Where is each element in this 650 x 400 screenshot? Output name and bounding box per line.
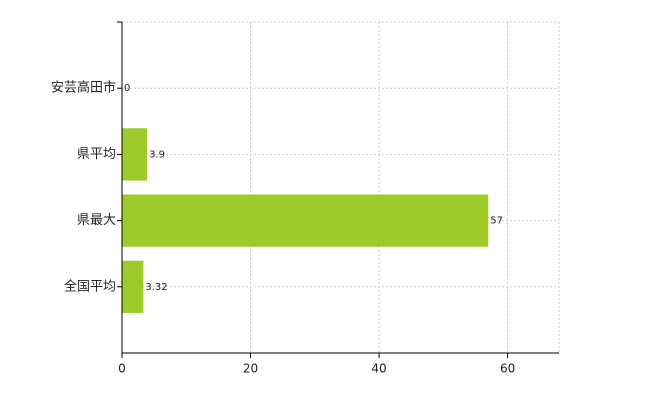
x-tick-label: 60	[500, 362, 515, 376]
y-tick-label: 安芸高田市	[51, 80, 116, 96]
y-tick-label: 県平均	[77, 147, 116, 162]
value-label: 3.32	[145, 282, 167, 293]
value-label: 3.9	[149, 149, 165, 160]
bar	[122, 260, 144, 313]
y-tick-label: 県最大	[77, 213, 116, 228]
y-tick-label: 全国平均	[64, 278, 116, 294]
x-tick-label: 40	[371, 362, 386, 376]
value-label: 0	[124, 83, 130, 94]
bar	[122, 194, 489, 247]
value-label: 57	[490, 216, 503, 227]
x-tick-label: 20	[243, 362, 258, 376]
bar	[122, 128, 148, 181]
x-tick-label: 0	[118, 362, 126, 376]
